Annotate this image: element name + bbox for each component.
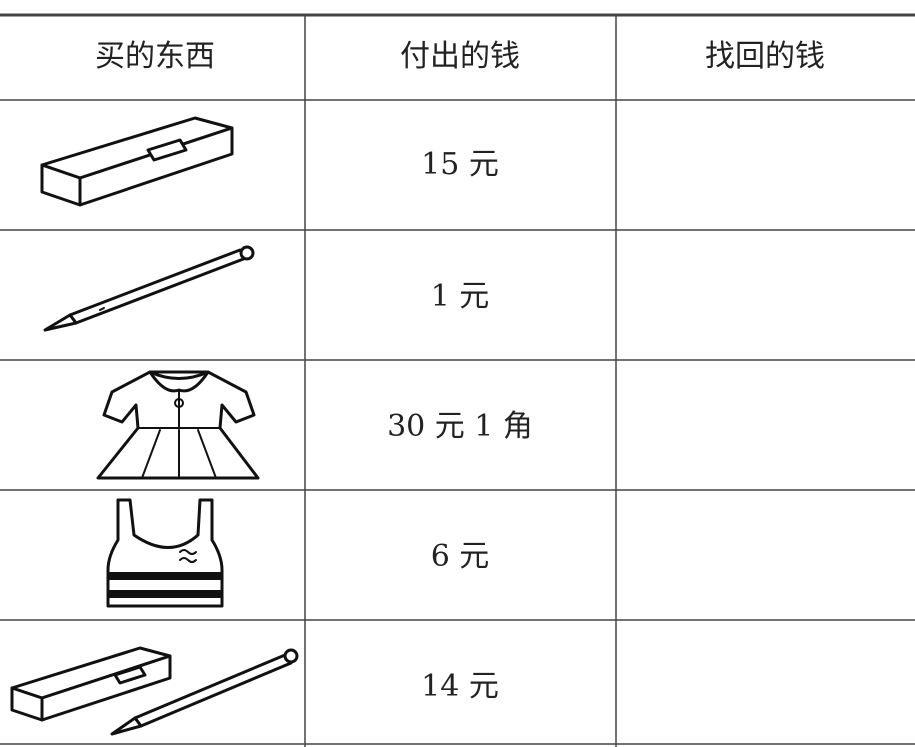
paid-cell: 30 元 1 角 xyxy=(387,409,533,444)
header-cell: 找回的钱 xyxy=(705,39,825,74)
paid-cell: 1 元 xyxy=(431,279,490,314)
dress-icon xyxy=(96,370,260,480)
header-cell: 付出的钱 xyxy=(400,39,520,74)
pen-icon xyxy=(43,245,255,332)
paid-cell: 6 元 xyxy=(431,539,490,574)
pencil-case-icon xyxy=(40,116,234,207)
paid-cell: 14 元 xyxy=(421,669,499,704)
tank-top-icon xyxy=(106,498,224,608)
stripe xyxy=(108,590,222,598)
table-grid xyxy=(0,13,915,747)
pencil-case-and-pen-icon xyxy=(10,646,299,736)
stripe xyxy=(108,572,222,580)
paid-cell: 15 元 xyxy=(421,147,499,182)
header-cell: 买的东西 xyxy=(95,39,215,74)
